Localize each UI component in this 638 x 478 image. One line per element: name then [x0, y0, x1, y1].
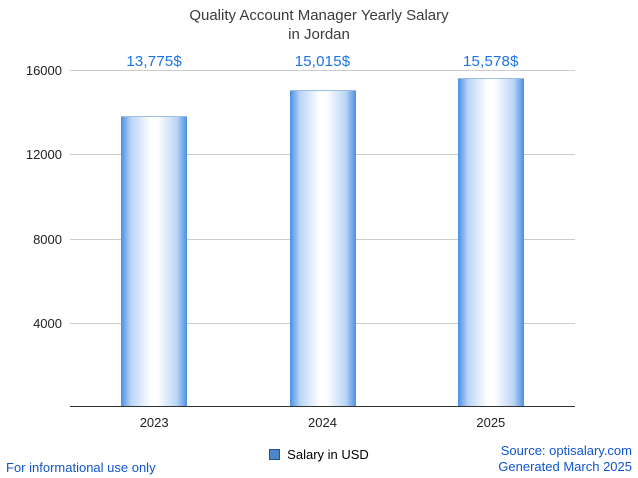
chart-legend: Salary in USD: [0, 447, 638, 462]
chart-title-line1: Quality Account Manager Yearly Salary: [189, 7, 449, 24]
chart-title: Quality Account Manager Yearly Salary in…: [0, 6, 638, 44]
bar-2024: [289, 89, 356, 406]
x-axis-label: 2025: [476, 415, 506, 430]
bar-2023: [121, 115, 188, 406]
disclaimer-text: For informational use only: [6, 460, 156, 475]
bar-value-label: 13,775$: [126, 53, 182, 70]
chart-title-line2: in Jordan: [288, 26, 350, 43]
plot-area: 4000 8000 12000 16000 13,775$ 2023 15,015$ 2024…: [26, 53, 575, 430]
legend-label: Salary in USD: [287, 447, 369, 462]
y-axis-label: 12000: [25, 147, 62, 163]
bar-2025: [457, 77, 524, 406]
gridline: [70, 70, 575, 71]
legend-swatch-icon: [269, 449, 281, 460]
source-link[interactable]: Source: optisalary.com: [500, 443, 632, 458]
x-axis-label: 2023: [139, 415, 169, 430]
bar-value-label: 15,015$: [294, 53, 351, 70]
y-axis-label: 4000: [33, 315, 62, 331]
generated-date: Generated March 2025: [498, 459, 632, 474]
x-axis-label: 2024: [308, 415, 337, 430]
y-axis-label: 16000: [25, 63, 62, 78]
footer-source-block: Source: optisalary.com Generated March 2…: [498, 443, 632, 475]
bar-value-label: 15,578$: [463, 53, 519, 70]
y-axis-label: 8000: [33, 231, 62, 247]
